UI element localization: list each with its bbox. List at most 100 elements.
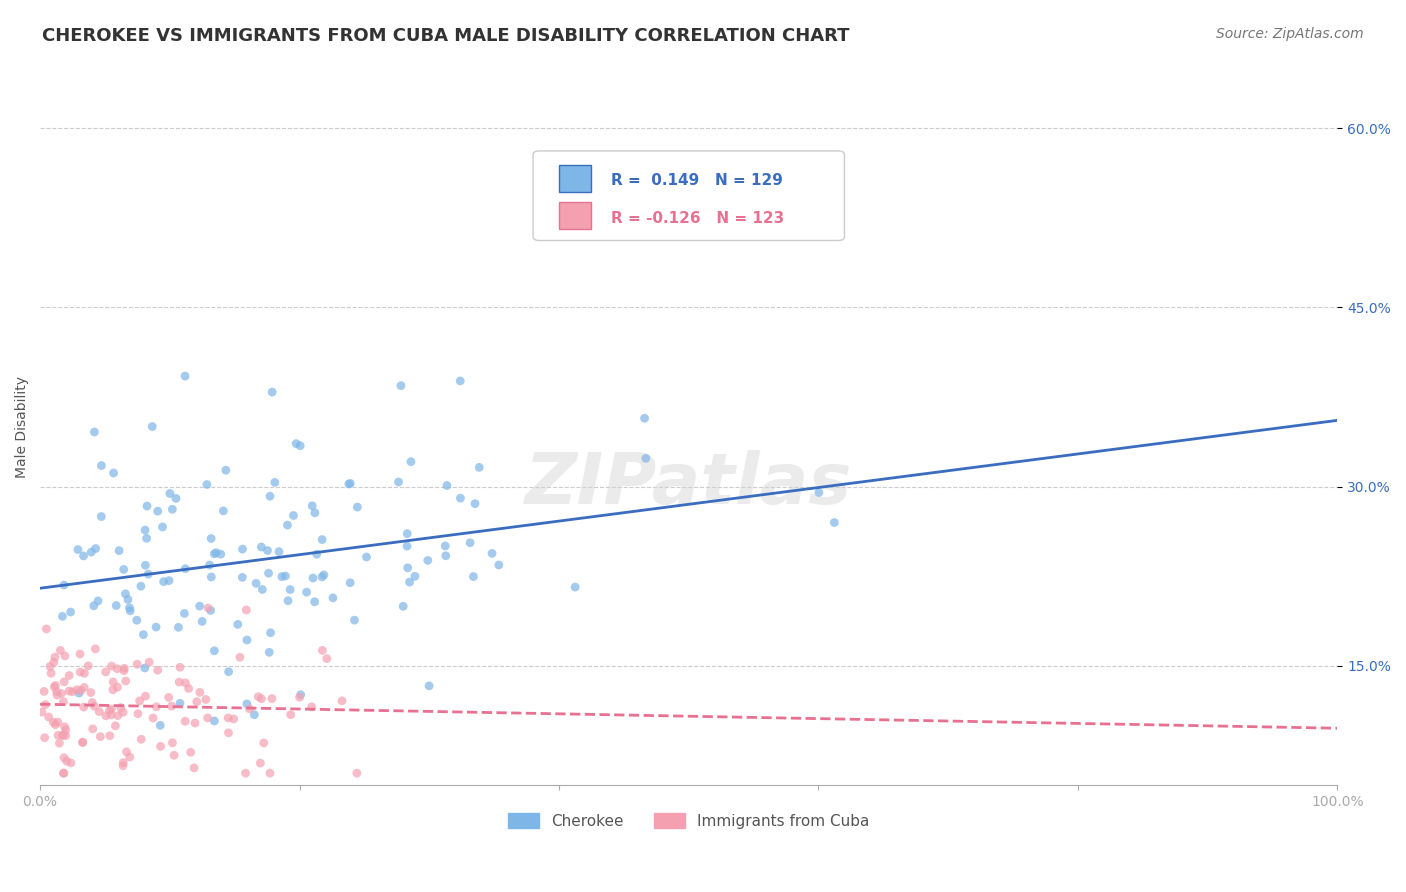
Point: [302, 571, 325, 585]
Point: [52, 750, 75, 764]
Point: [263, 475, 285, 490]
Point: [226, 617, 249, 632]
Point: [49, 643, 72, 657]
Point: [202, 644, 225, 658]
Point: [112, 664, 135, 678]
Point: [157, 574, 180, 588]
Point: [252, 582, 274, 597]
Point: [72, 549, 94, 563]
Point: [188, 685, 211, 699]
Point: [195, 477, 218, 491]
Point: [257, 645, 280, 659]
Point: [94, 665, 117, 679]
Point: [209, 547, 232, 561]
Point: [46, 728, 69, 742]
Point: [315, 651, 337, 665]
Point: [72, 735, 94, 749]
Point: [35, 622, 58, 636]
Point: [236, 697, 259, 711]
Text: R = -0.126   N = 123: R = -0.126 N = 123: [612, 211, 785, 227]
Point: [77, 659, 100, 673]
Point: [118, 750, 141, 764]
Point: [103, 466, 125, 480]
Point: [127, 706, 149, 721]
Point: [46, 715, 69, 730]
Point: [165, 491, 187, 506]
Point: [80, 545, 103, 559]
Point: [392, 599, 415, 614]
Text: ZIPatlas: ZIPatlas: [524, 450, 852, 518]
Point: [136, 567, 159, 582]
Point: [52, 578, 75, 592]
Point: [42, 715, 65, 730]
Point: [404, 569, 426, 583]
Point: [134, 689, 156, 703]
Point: [70, 683, 93, 698]
Point: [481, 546, 503, 560]
Point: [235, 603, 257, 617]
Point: [346, 500, 368, 514]
Point: [290, 688, 312, 702]
Point: [129, 732, 152, 747]
Point: [105, 662, 128, 676]
Point: [120, 604, 142, 618]
Point: [125, 613, 148, 627]
Point: [229, 650, 252, 665]
Point: [200, 603, 222, 617]
Point: [67, 686, 90, 700]
Point: [42, 656, 65, 670]
Point: [343, 613, 366, 627]
Point: [52, 766, 75, 780]
Point: [311, 570, 333, 584]
Point: [356, 549, 378, 564]
Point: [174, 562, 197, 576]
Point: [39, 659, 62, 673]
Point: [44, 680, 66, 694]
Point: [138, 655, 160, 669]
Point: [169, 696, 191, 710]
Point: [311, 643, 333, 657]
Point: [112, 756, 135, 770]
Point: [162, 502, 184, 516]
Point: [463, 569, 485, 583]
Point: [82, 722, 104, 736]
Point: [396, 539, 419, 553]
Point: [174, 675, 197, 690]
Point: [146, 504, 169, 518]
Point: [84, 641, 107, 656]
Point: [488, 558, 510, 572]
Point: [396, 561, 419, 575]
Point: [276, 518, 298, 533]
Point: [72, 735, 94, 749]
Point: [250, 691, 273, 706]
Point: [112, 562, 135, 576]
Point: [112, 706, 135, 720]
Point: [239, 702, 262, 716]
Point: [162, 736, 184, 750]
Legend: Cherokee, Immigrants from Cuba: Cherokee, Immigrants from Cuba: [502, 806, 876, 835]
Point: [56, 754, 79, 768]
Point: [823, 516, 845, 530]
Point: [633, 411, 655, 425]
FancyBboxPatch shape: [560, 202, 592, 228]
Point: [218, 665, 240, 679]
Point: [98, 703, 121, 717]
Point: [288, 690, 311, 705]
Point: [186, 695, 208, 709]
Point: [132, 627, 155, 641]
Point: [59, 756, 82, 770]
Point: [107, 680, 129, 694]
Point: [149, 739, 172, 754]
Point: [141, 419, 163, 434]
Point: [304, 595, 326, 609]
Point: [434, 549, 457, 563]
Point: [107, 708, 129, 723]
Point: [84, 541, 107, 556]
Text: Source: ZipAtlas.com: Source: ZipAtlas.com: [1216, 27, 1364, 41]
Point: [69, 647, 91, 661]
Point: [322, 591, 344, 605]
Point: [145, 699, 167, 714]
Point: [52, 695, 75, 709]
Point: [44, 678, 66, 692]
Point: [256, 543, 278, 558]
